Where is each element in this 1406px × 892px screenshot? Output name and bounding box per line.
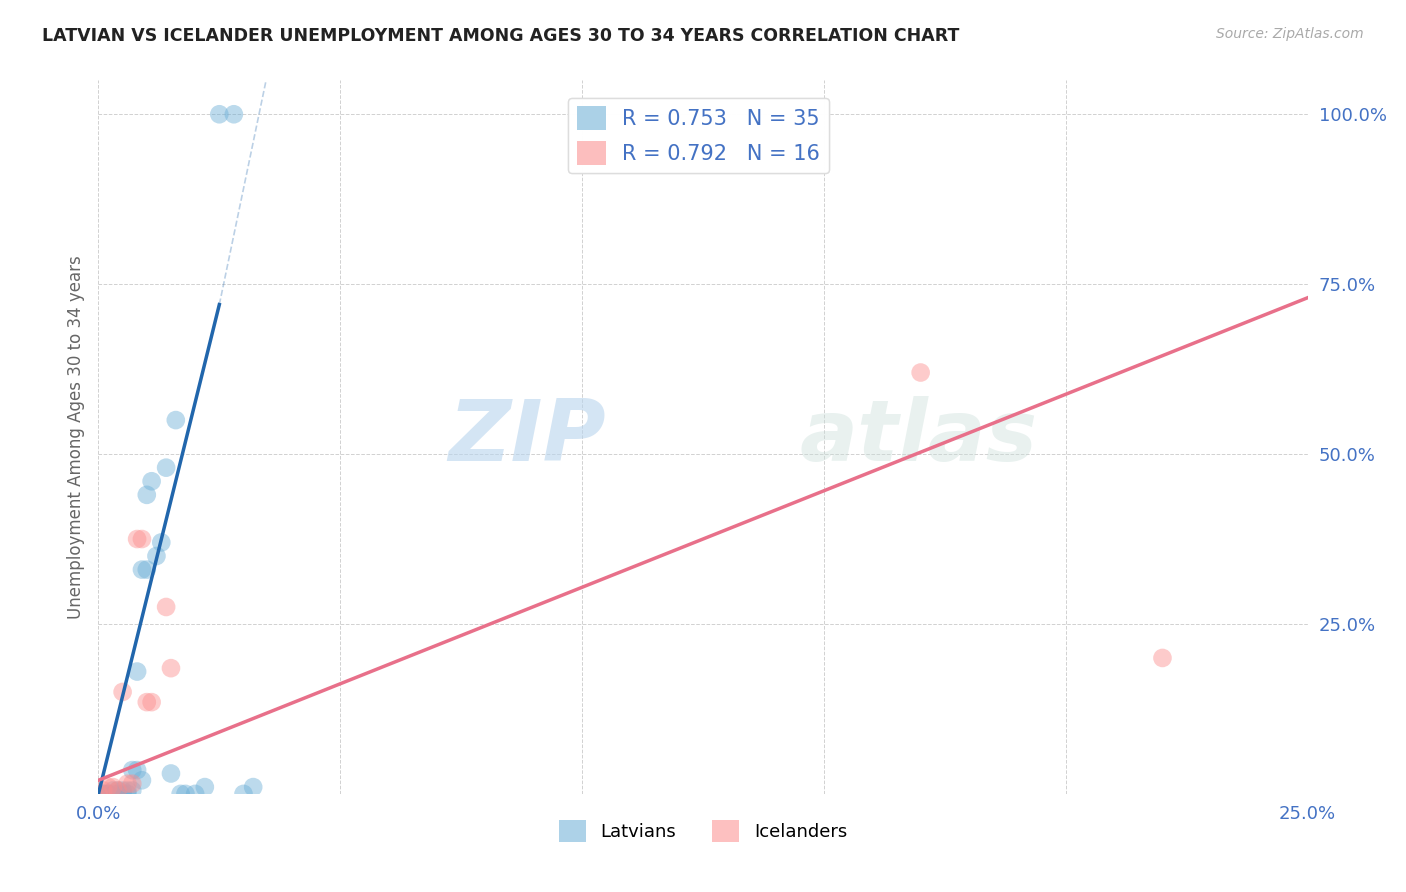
Point — [97, 780, 120, 794]
Point — [208, 107, 231, 121]
Point — [121, 777, 143, 791]
Point — [131, 563, 153, 577]
Point — [135, 695, 157, 709]
Text: ZIP: ZIP — [449, 395, 606, 479]
Point — [184, 787, 207, 801]
Text: atlas: atlas — [800, 395, 1038, 479]
Point — [141, 475, 163, 489]
Point — [194, 780, 217, 794]
Point — [91, 787, 114, 801]
Point — [131, 773, 153, 788]
Point — [127, 532, 149, 546]
Point — [91, 783, 114, 797]
Point — [1152, 651, 1174, 665]
Point — [242, 780, 264, 794]
Point — [121, 783, 143, 797]
Point — [87, 787, 110, 801]
Point — [150, 535, 173, 549]
Point — [222, 107, 245, 121]
Point — [232, 787, 254, 801]
Point — [117, 787, 139, 801]
Point — [165, 413, 187, 427]
Point — [155, 599, 177, 614]
Point — [174, 787, 197, 801]
Point — [121, 763, 143, 777]
Point — [127, 665, 149, 679]
Point — [101, 787, 124, 801]
Text: Source: ZipAtlas.com: Source: ZipAtlas.com — [1216, 27, 1364, 41]
Point — [111, 787, 134, 801]
Point — [135, 563, 157, 577]
Point — [111, 783, 134, 797]
Point — [107, 783, 129, 797]
Point — [155, 460, 177, 475]
Point — [160, 661, 183, 675]
Point — [101, 780, 124, 794]
Point — [97, 787, 120, 801]
Point — [131, 532, 153, 546]
Point — [87, 787, 110, 801]
Point — [127, 763, 149, 777]
Y-axis label: Unemployment Among Ages 30 to 34 years: Unemployment Among Ages 30 to 34 years — [66, 255, 84, 619]
Legend: R = 0.753   N = 35, R = 0.792   N = 16: R = 0.753 N = 35, R = 0.792 N = 16 — [568, 98, 828, 173]
Point — [111, 685, 134, 699]
Point — [117, 783, 139, 797]
Point — [107, 787, 129, 801]
Point — [117, 777, 139, 791]
Point — [169, 787, 191, 801]
Point — [91, 787, 114, 801]
Point — [107, 783, 129, 797]
Text: LATVIAN VS ICELANDER UNEMPLOYMENT AMONG AGES 30 TO 34 YEARS CORRELATION CHART: LATVIAN VS ICELANDER UNEMPLOYMENT AMONG … — [42, 27, 959, 45]
Point — [141, 695, 163, 709]
Point — [135, 488, 157, 502]
Point — [160, 766, 183, 780]
Point — [910, 366, 932, 380]
Point — [97, 787, 120, 801]
Point — [101, 783, 124, 797]
Point — [145, 549, 167, 563]
